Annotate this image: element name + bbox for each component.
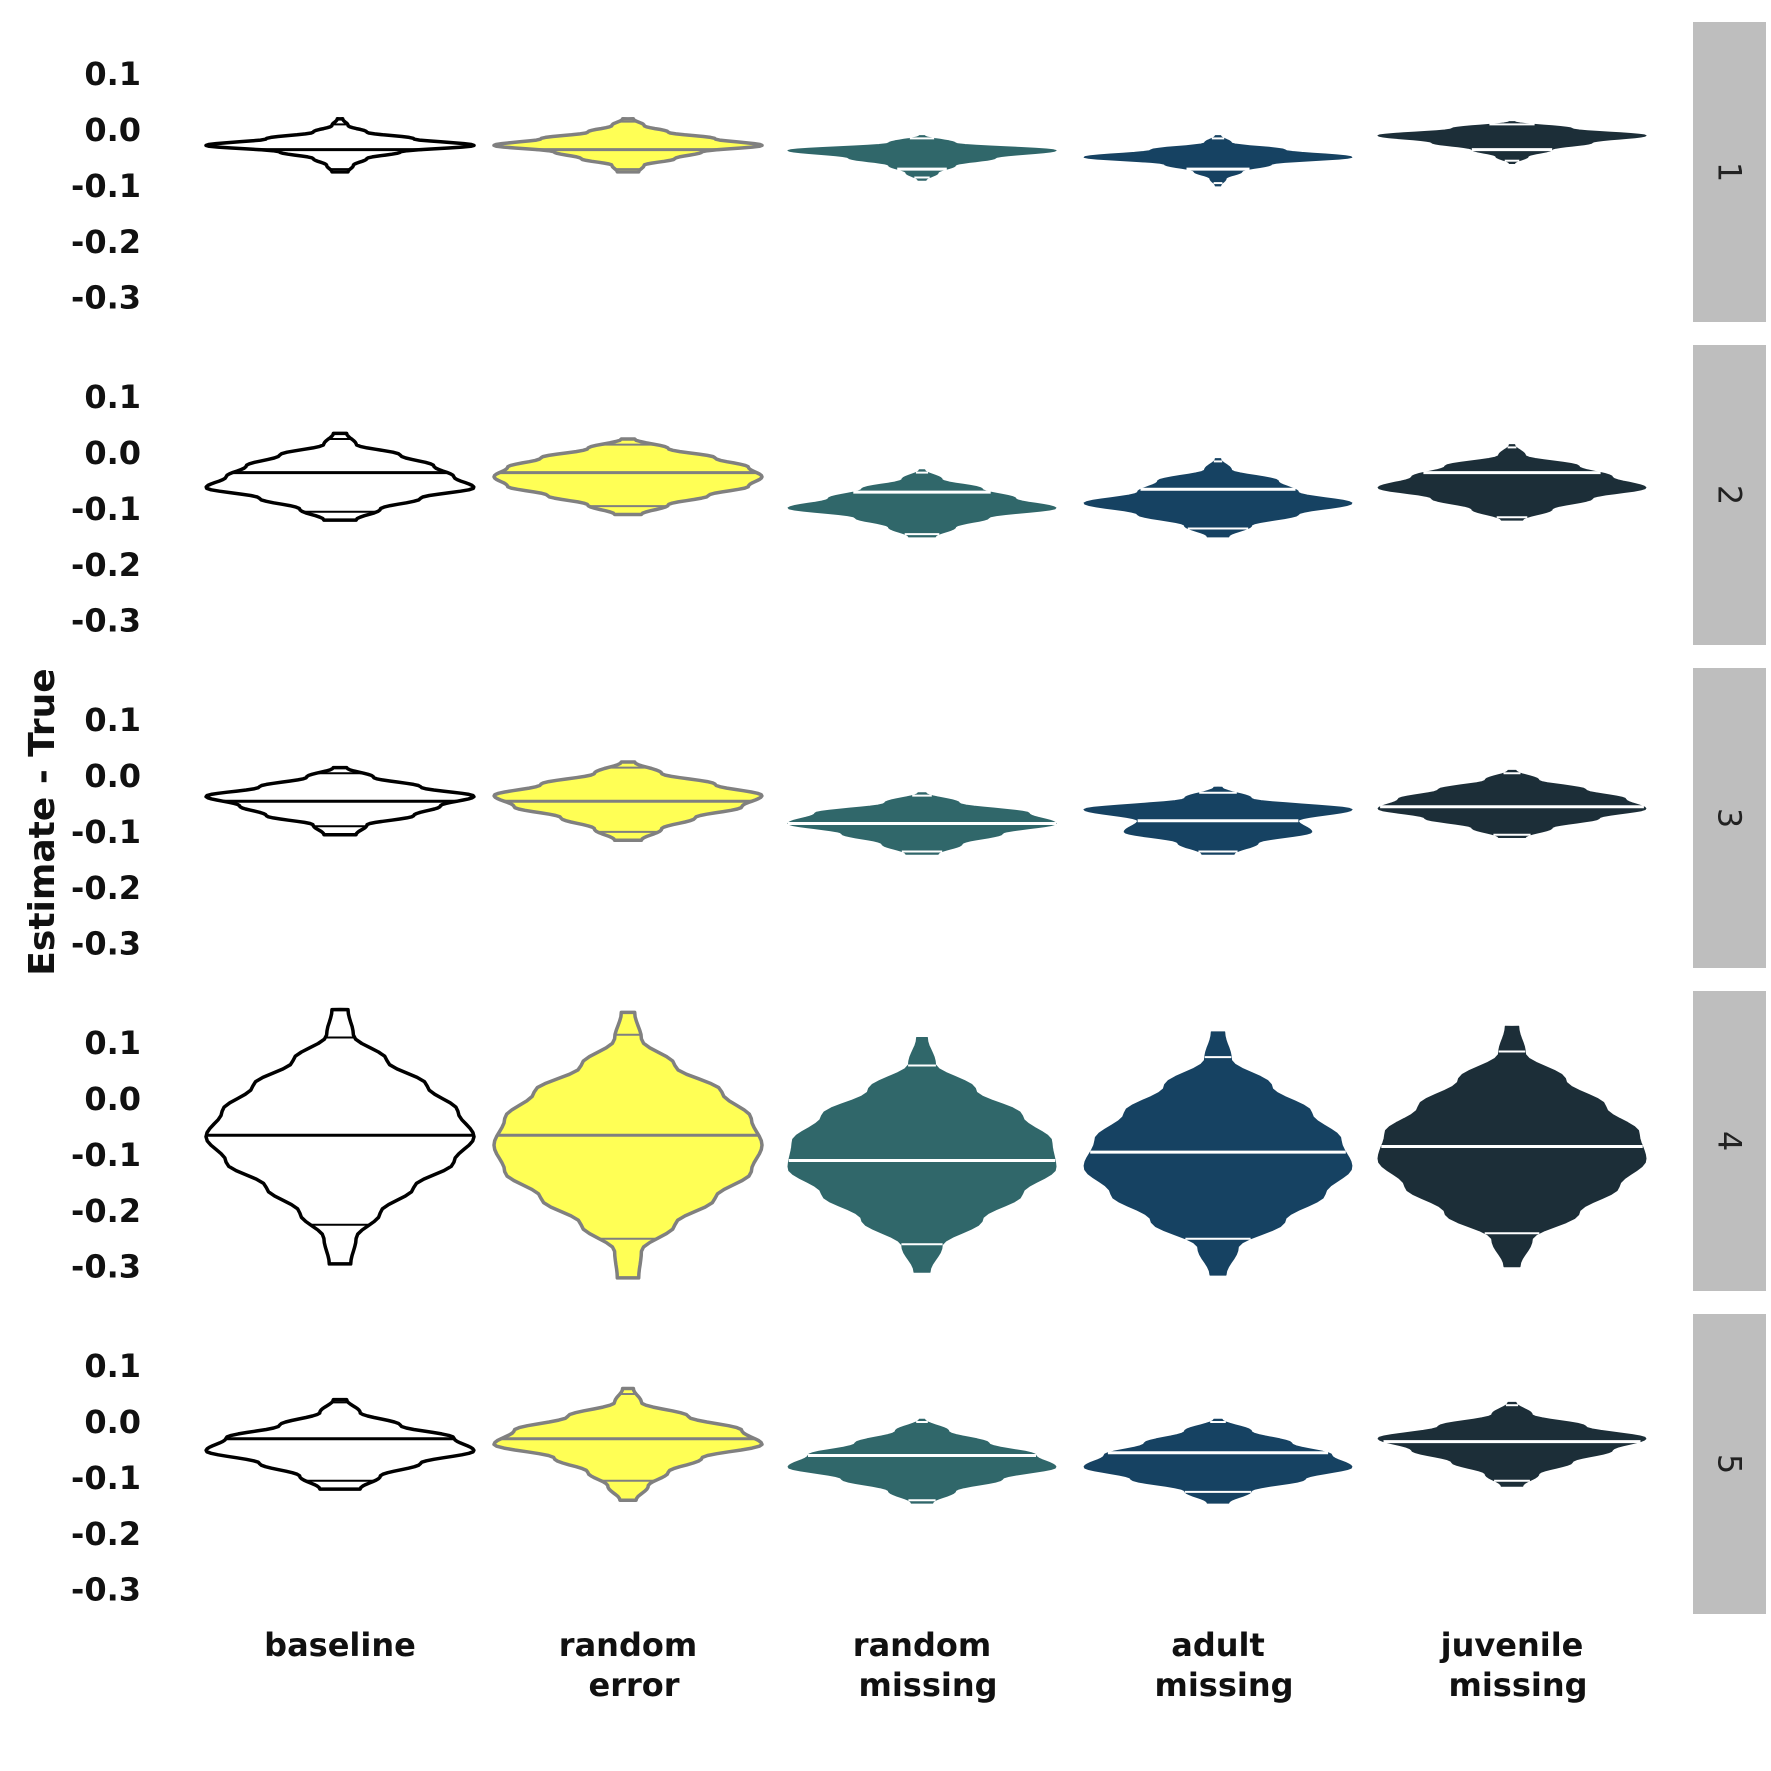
- y-tick-label: -0.1: [71, 1136, 141, 1174]
- violin-random_error: [492, 1010, 764, 1280]
- y-tick-label: 0.1: [84, 1347, 141, 1385]
- y-tick-label: 0.0: [84, 1403, 141, 1441]
- violin-random_missing: [787, 469, 1057, 538]
- panel-1: 1 0.1 0.0 -0.1 -0.2 -0.3: [71, 22, 1766, 322]
- violin-juvenile_missing: [1377, 1401, 1647, 1487]
- panel-strip: [1693, 1314, 1766, 1614]
- y-tick-label: -0.3: [71, 1248, 141, 1286]
- panel-5: 5 0.1 0.0 -0.1 -0.2 -0.3: [71, 1314, 1766, 1614]
- y-tick-label: 0.0: [84, 1080, 141, 1118]
- violin-random_error: [492, 437, 764, 517]
- y-tick-label: -0.1: [71, 167, 141, 205]
- panel-4: 4 0.1 0.0 -0.1 -0.2 -0.3: [71, 991, 1766, 1291]
- y-tick-label: 0.0: [84, 757, 141, 795]
- category-label-line: juvenile: [1439, 1626, 1584, 1664]
- violin-baseline: [204, 117, 476, 174]
- category-label-line: missing: [1448, 1666, 1587, 1704]
- violin-random_error: [492, 1386, 764, 1503]
- y-tick-label: -0.2: [71, 223, 141, 261]
- violin-juvenile_missing: [1377, 121, 1647, 164]
- y-tick-label: 0.1: [84, 1024, 141, 1062]
- y-axis-title: Estimate - True: [22, 668, 63, 975]
- category-label-juvenile_missing: juvenile missing: [1439, 1626, 1588, 1704]
- category-label-line: random: [559, 1626, 697, 1664]
- y-tick-label: -0.1: [71, 490, 141, 528]
- y-tick-label: -0.3: [71, 602, 141, 640]
- panel-strip: [1693, 668, 1766, 968]
- violin-adult_missing: [1083, 135, 1353, 187]
- violin-random_missing: [787, 1418, 1057, 1504]
- category-label-line: adult: [1171, 1626, 1265, 1664]
- y-tick-label: -0.3: [71, 1571, 141, 1609]
- panel-3: 3 0.1 0.0 -0.1 -0.2 -0.3: [71, 668, 1766, 968]
- category-label-random_missing: random missing: [853, 1626, 998, 1704]
- panel-strip-label: 4: [1711, 1131, 1749, 1151]
- violin-baseline: [204, 1397, 476, 1491]
- category-label-line: missing: [858, 1666, 997, 1704]
- category-label-line: missing: [1154, 1666, 1293, 1704]
- panel-strip: [1693, 345, 1766, 645]
- y-axis-title-group: Estimate - True: [22, 668, 63, 975]
- y-tick-label: -0.2: [71, 869, 141, 907]
- y-tick-label: -0.3: [71, 279, 141, 317]
- y-tick-label: -0.2: [71, 546, 141, 584]
- panel-strip-label: 1: [1711, 162, 1749, 182]
- violin-adult_missing: [1083, 458, 1353, 538]
- category-label-random_error: random error: [559, 1626, 697, 1704]
- y-tick-label: -0.2: [71, 1192, 141, 1230]
- violin-baseline: [204, 431, 476, 522]
- y-tick-label: 0.1: [84, 55, 141, 93]
- category-label-adult_missing: adult missing: [1154, 1626, 1293, 1704]
- category-label-line: error: [588, 1666, 679, 1704]
- violin-random_missing: [787, 135, 1057, 181]
- violin-random_missing: [787, 1037, 1057, 1273]
- category-label-line: baseline: [264, 1626, 416, 1664]
- chart-panels: 1 0.1 0.0 -0.1 -0.2 -0.3 2 0.1 0.0 -0.1 -0.2 -0.3 3 0…: [71, 22, 1766, 1614]
- panel-2: 2 0.1 0.0 -0.1 -0.2 -0.3: [71, 345, 1766, 645]
- y-tick-label: -0.1: [71, 813, 141, 851]
- y-tick-label: 0.1: [84, 378, 141, 416]
- y-tick-label: -0.3: [71, 925, 141, 963]
- panel-strip-label: 3: [1711, 808, 1749, 828]
- panel-strip-label: 5: [1711, 1454, 1749, 1474]
- violin-adult_missing: [1083, 1418, 1353, 1504]
- violin-juvenile_missing: [1377, 444, 1647, 521]
- y-tick-label: -0.1: [71, 1459, 141, 1497]
- category-label-baseline: baseline: [264, 1626, 416, 1664]
- y-tick-label: 0.1: [84, 701, 141, 739]
- y-tick-label: 0.0: [84, 111, 141, 149]
- violin-juvenile_missing: [1377, 769, 1647, 838]
- panel-strip: [1693, 991, 1766, 1291]
- violin-random_error: [492, 117, 764, 174]
- panel-strip-label: 2: [1711, 485, 1749, 505]
- category-label-line: random: [853, 1626, 991, 1664]
- y-tick-label: -0.2: [71, 1515, 141, 1553]
- panel-strip: [1693, 22, 1766, 322]
- y-tick-label: 0.0: [84, 434, 141, 472]
